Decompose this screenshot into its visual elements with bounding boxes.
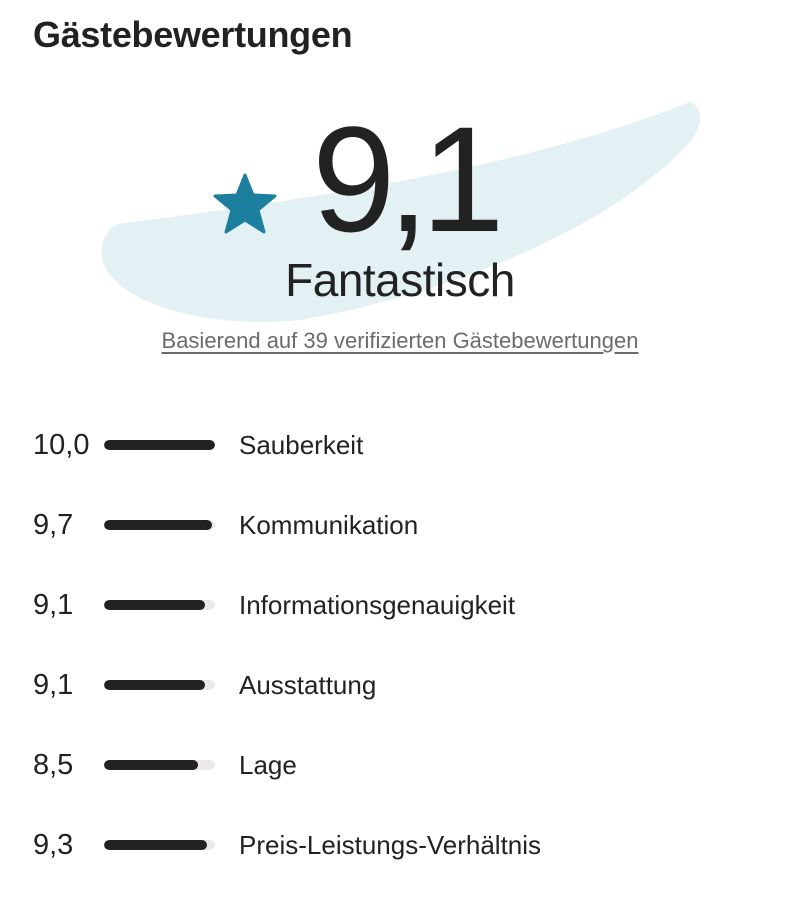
rating-bar <box>104 440 215 450</box>
rating-bar <box>104 520 215 530</box>
rating-row-lage: 8,5 Lage <box>33 745 773 825</box>
rating-bar <box>104 760 215 770</box>
rating-row-ausstattung: 9,1 Ausstattung <box>33 665 773 745</box>
rating-value: 9,1 <box>33 669 74 701</box>
rating-value: 9,3 <box>33 829 74 861</box>
overall-score: 9,1 <box>312 95 505 263</box>
rating-row-preis-leistung: 9,3 Preis-Leistungs-Verhältnis <box>33 825 773 905</box>
rating-row-informationsgenauigkeit: 9,1 Informationsgenauigkeit <box>33 585 773 665</box>
rating-bar-fill <box>104 520 212 530</box>
rating-bar <box>104 600 215 610</box>
rating-name: Informationsgenauigkeit <box>239 590 516 620</box>
rating-bar-fill <box>104 680 205 690</box>
rating-bar <box>104 680 215 690</box>
rating-bar-fill <box>104 760 199 770</box>
category-ratings: 10,0 Sauberkeit 9,7 Kommunikation 9,1 In… <box>33 425 773 905</box>
reviews-link[interactable]: Basierend auf 39 verifizierten Gästebewe… <box>161 328 639 353</box>
rating-row-kommunikation: 9,7 Kommunikation <box>33 505 773 585</box>
rating-row-sauberkeit: 10,0 Sauberkeit <box>33 425 773 505</box>
star-icon <box>213 173 277 234</box>
rating-name: Sauberkeit <box>239 430 364 460</box>
rating-name: Preis-Leistungs-Verhältnis <box>239 830 542 860</box>
rating-name: Kommunikation <box>239 510 419 540</box>
page-title: Gästebewertungen <box>33 14 353 55</box>
rating-name: Lage <box>239 750 297 780</box>
rating-bar-fill <box>104 600 205 610</box>
rating-bar <box>104 840 215 850</box>
rating-value: 10,0 <box>33 429 90 461</box>
rating-value: 8,5 <box>33 749 74 781</box>
rating-bar-fill <box>104 840 208 850</box>
rating-bar-fill <box>104 440 215 450</box>
rating-value: 9,1 <box>33 589 74 621</box>
rating-value: 9,7 <box>33 509 74 541</box>
rating-label: Fantastisch <box>285 254 515 306</box>
decorative-swoosh <box>101 102 701 322</box>
rating-name: Ausstattung <box>239 670 377 700</box>
